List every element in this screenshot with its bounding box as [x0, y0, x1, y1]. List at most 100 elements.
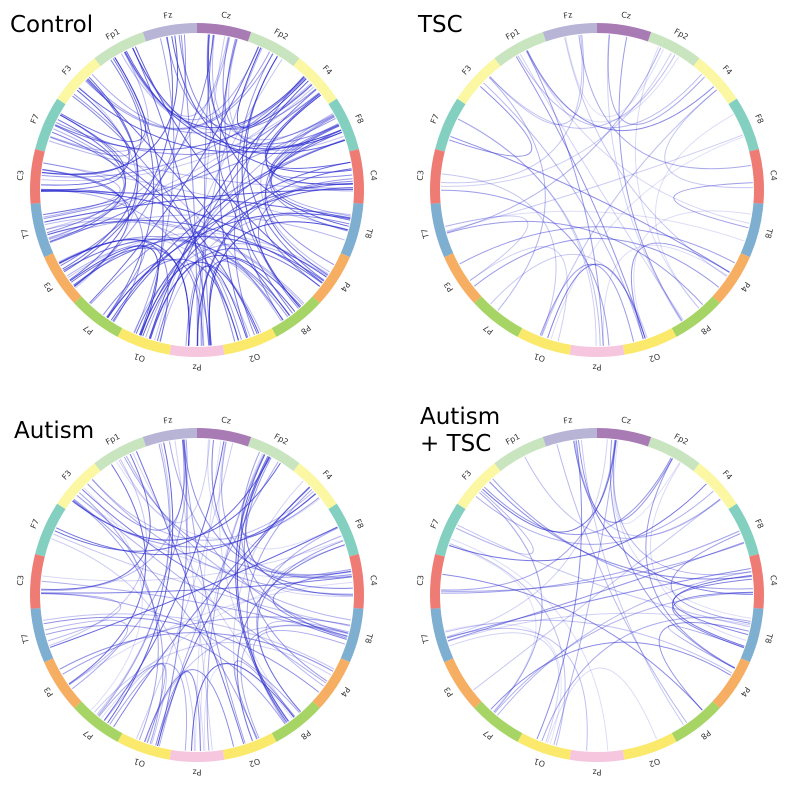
panel-title: Autism	[14, 418, 95, 444]
electrode-segment	[196, 428, 252, 447]
electrode-segment	[35, 98, 66, 152]
electrode-segment	[222, 733, 277, 760]
chord	[41, 439, 186, 592]
electrode-label: Fz	[563, 10, 573, 20]
chord	[132, 47, 210, 346]
chord	[211, 34, 335, 141]
electrode-label: P8	[699, 323, 712, 336]
chord	[46, 114, 126, 234]
chord	[97, 443, 171, 716]
chord	[449, 632, 560, 743]
chord	[269, 124, 348, 232]
chord	[188, 265, 248, 346]
chord	[446, 134, 744, 232]
electrode-segment	[44, 657, 82, 709]
electrode-segment	[671, 296, 720, 337]
electrode-segment	[328, 98, 359, 152]
chord	[539, 263, 635, 342]
electrode-label: Cz	[621, 10, 632, 20]
chord	[150, 255, 302, 340]
chord	[517, 55, 703, 129]
chord	[114, 57, 164, 336]
chord	[203, 663, 293, 751]
chord	[634, 46, 700, 309]
chord	[60, 34, 215, 267]
chord	[257, 540, 344, 712]
electrode-segment	[517, 733, 572, 760]
electrode-label: C3	[16, 575, 26, 586]
chord	[440, 189, 610, 346]
chord	[40, 189, 211, 346]
chord	[580, 439, 684, 726]
chord	[670, 533, 751, 624]
chord	[106, 58, 154, 318]
electrode-segment	[94, 437, 147, 472]
electrode-label: Pz	[192, 363, 201, 372]
chord	[69, 245, 159, 336]
electrode-segment	[457, 58, 501, 105]
chord	[256, 527, 339, 713]
electrode-segment	[474, 701, 523, 742]
chord	[613, 440, 680, 525]
electrode-label: C4	[368, 170, 378, 181]
chords	[40, 34, 354, 347]
chord	[446, 627, 588, 751]
chord	[49, 526, 338, 648]
electrode-label: F7	[29, 113, 41, 126]
electrode-label: T8	[363, 632, 374, 645]
chord	[606, 34, 682, 322]
electrode-label: F4	[321, 469, 334, 482]
electrode-segment	[117, 328, 172, 355]
chord	[135, 451, 245, 745]
chord	[447, 541, 744, 642]
electrode-label: P8	[299, 728, 312, 741]
chord	[450, 135, 730, 273]
chord	[449, 544, 537, 712]
electrode-label: Fz	[563, 415, 573, 425]
chord	[125, 455, 352, 621]
chord	[265, 94, 353, 185]
chord	[235, 454, 288, 723]
chord	[536, 440, 583, 740]
electrode-label: T8	[363, 227, 374, 240]
electrode-label: Cz	[221, 10, 232, 20]
chord	[118, 439, 211, 524]
chord	[672, 574, 752, 647]
chord	[185, 265, 242, 346]
chord	[441, 530, 740, 594]
chord	[206, 453, 265, 751]
chord	[54, 456, 271, 552]
electrode-label: P4	[339, 685, 352, 698]
chord	[59, 114, 282, 322]
electrode-label: F8	[353, 518, 365, 531]
chord	[574, 440, 721, 537]
electrode-segment	[328, 503, 359, 557]
chord	[208, 257, 296, 346]
chord	[445, 210, 745, 242]
electrode-label: T7	[20, 228, 31, 241]
chord	[44, 217, 262, 333]
chord	[41, 35, 179, 175]
panel: Control Cz Fp2 F4 F8 C4 T8 P4 P8 O2 Pz O1 P7 P3 T7 C3 F…	[0, 0, 400, 400]
electrode-segment	[749, 149, 764, 204]
chord-diagram: Cz Fp2 F4 F8 C4 T8 P4 P8 O2 Pz O1 P7 P3 T7 C3 F7 F3 Fp1 Fz	[416, 10, 779, 371]
chord	[241, 453, 338, 550]
chord	[42, 169, 144, 323]
electrode-label: T7	[420, 633, 431, 646]
chord	[654, 114, 734, 309]
chord	[441, 440, 616, 591]
electrode-label: Fz	[163, 10, 173, 20]
chord	[49, 458, 148, 647]
chord	[446, 220, 704, 306]
chord	[85, 53, 274, 130]
electrode-segment	[728, 503, 759, 557]
chord	[148, 80, 309, 339]
chord	[41, 453, 151, 590]
electrode-segment	[293, 58, 337, 105]
chord	[673, 578, 753, 636]
electrode-label: O1	[133, 756, 147, 768]
electrode-label: Cz	[621, 415, 632, 425]
electrode-label: O1	[533, 756, 547, 768]
electrode-segment	[349, 554, 364, 609]
electrode-label: F8	[753, 113, 765, 126]
